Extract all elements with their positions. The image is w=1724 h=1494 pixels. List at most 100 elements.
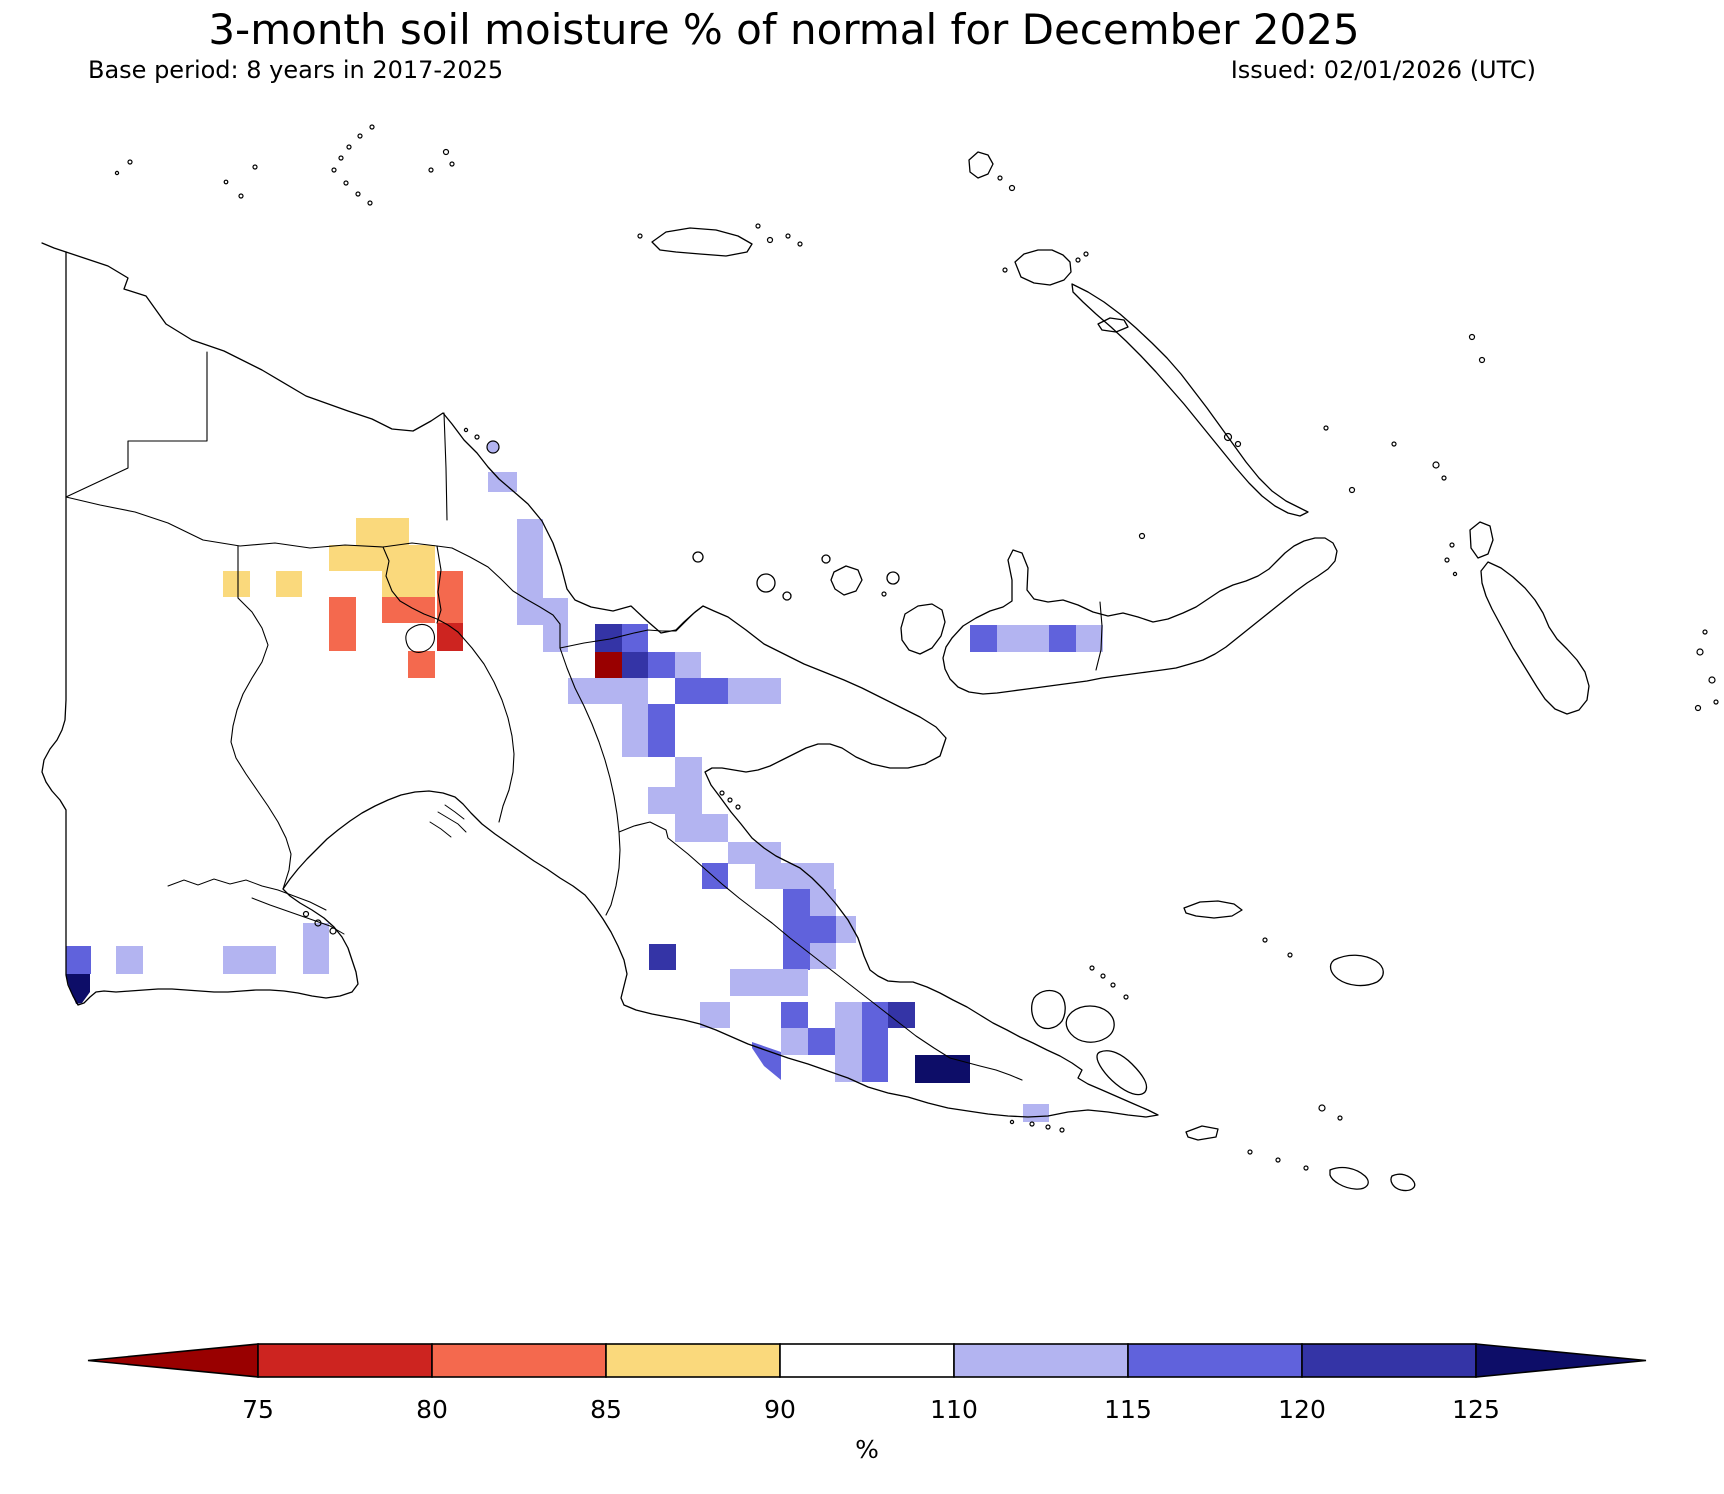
islet bbox=[1441, 475, 1447, 481]
grid-cell bbox=[517, 519, 543, 598]
province-border bbox=[457, 631, 515, 823]
islet bbox=[1702, 629, 1708, 635]
west-border-coast bbox=[41, 242, 67, 253]
grid-cell bbox=[648, 652, 675, 678]
djaul-island bbox=[1097, 317, 1129, 333]
islet bbox=[1100, 973, 1106, 979]
long-island bbox=[830, 565, 863, 596]
colorbar-segment bbox=[953, 1343, 1129, 1378]
grid-cell bbox=[648, 787, 702, 814]
grid-cell bbox=[675, 757, 702, 788]
islet bbox=[1234, 440, 1242, 448]
islet bbox=[755, 223, 761, 229]
islet bbox=[1009, 1119, 1015, 1125]
grid-cell bbox=[622, 652, 648, 678]
issued-date-label: Issued: 02/01/2026 (UTC) bbox=[1231, 56, 1536, 84]
islet bbox=[369, 124, 375, 130]
grid-cell bbox=[66, 974, 90, 1004]
islet bbox=[1002, 267, 1008, 273]
islet bbox=[1449, 542, 1455, 548]
small-islands-layer bbox=[114, 124, 1719, 1171]
buka-island bbox=[1469, 521, 1494, 559]
grid-cell bbox=[329, 597, 356, 651]
bougainville-island bbox=[1480, 561, 1590, 715]
lake-outline bbox=[405, 623, 435, 653]
grid-cell bbox=[223, 946, 276, 974]
grid-cell bbox=[861, 1002, 888, 1082]
colorbar-axis-label: % bbox=[855, 1435, 879, 1464]
islet bbox=[114, 170, 120, 176]
grid-cell bbox=[915, 1055, 970, 1083]
karkar-island bbox=[756, 573, 776, 593]
islet bbox=[1348, 486, 1356, 494]
islet bbox=[1696, 648, 1704, 656]
islet bbox=[1083, 251, 1089, 257]
grid-cell bbox=[276, 571, 302, 597]
islet bbox=[1089, 965, 1095, 971]
river-layer bbox=[167, 804, 467, 935]
grid-cell bbox=[543, 625, 568, 652]
grid-cell bbox=[116, 946, 143, 974]
islet bbox=[1075, 257, 1081, 263]
islet bbox=[302, 910, 310, 918]
grid-cell bbox=[622, 704, 648, 757]
grid-cell bbox=[836, 916, 856, 943]
islet bbox=[252, 164, 258, 170]
grid-cell bbox=[437, 623, 463, 651]
grid-cell bbox=[970, 625, 997, 652]
islet bbox=[1303, 1165, 1309, 1171]
islet bbox=[1110, 982, 1116, 988]
colorbar-tick-label: 110 bbox=[930, 1395, 978, 1424]
umboi-island bbox=[900, 603, 946, 655]
colorbar-tick-label: 75 bbox=[242, 1395, 274, 1424]
grid-cell bbox=[408, 651, 435, 678]
colorbar-tick-label: 115 bbox=[1104, 1395, 1152, 1424]
grid-cell bbox=[1076, 625, 1103, 652]
colorbar-segment bbox=[257, 1343, 433, 1378]
islet bbox=[463, 427, 469, 433]
islet bbox=[1444, 557, 1450, 563]
grid-cell bbox=[648, 704, 675, 757]
colorbar-tick-label: 85 bbox=[590, 1395, 622, 1424]
grid-cell bbox=[835, 1002, 862, 1082]
base-period-label: Base period: 8 years in 2017-2025 bbox=[88, 56, 503, 84]
colorbar-over-arrow bbox=[1475, 1343, 1647, 1378]
manus-island bbox=[651, 227, 753, 257]
islet bbox=[1337, 1115, 1343, 1121]
province-border bbox=[451, 547, 561, 649]
grid-cell bbox=[675, 814, 728, 842]
sakar-island bbox=[886, 571, 900, 585]
grid-cell bbox=[1023, 1104, 1049, 1122]
grid-cell bbox=[675, 678, 728, 704]
grid-cell bbox=[810, 943, 836, 969]
goodenough-island bbox=[1031, 989, 1066, 1030]
new-hanover-island bbox=[1014, 249, 1072, 286]
colorbar: 75 80 85 90 110 115 120 125 bbox=[87, 1343, 1647, 1424]
bagabag-island bbox=[782, 591, 792, 601]
trobriand-island bbox=[1183, 900, 1243, 919]
province-border bbox=[443, 412, 448, 521]
islet bbox=[1318, 1104, 1326, 1112]
islet bbox=[355, 191, 361, 197]
islet bbox=[329, 927, 337, 935]
islet bbox=[1323, 425, 1329, 431]
delta-channel bbox=[251, 897, 345, 935]
islet bbox=[1045, 1124, 1051, 1130]
delta-channel bbox=[444, 804, 465, 820]
grid-cell bbox=[997, 625, 1049, 652]
grid-cell bbox=[595, 652, 622, 678]
grid-cell bbox=[303, 923, 329, 974]
delta-channel bbox=[429, 821, 452, 838]
province-border bbox=[559, 647, 621, 916]
province-border bbox=[230, 545, 292, 890]
province-border bbox=[382, 546, 459, 633]
grid-cell bbox=[223, 571, 250, 597]
colorbar-tick-label: 90 bbox=[764, 1395, 796, 1424]
grid-cell bbox=[622, 624, 648, 652]
islet bbox=[1123, 994, 1129, 1000]
soil-moisture-cells-layer bbox=[66, 440, 1103, 1122]
islet bbox=[127, 159, 133, 165]
colorbar-segment bbox=[605, 1343, 781, 1378]
colorbar-tick-label: 125 bbox=[1452, 1395, 1500, 1424]
colorbar-segment bbox=[1127, 1343, 1303, 1378]
